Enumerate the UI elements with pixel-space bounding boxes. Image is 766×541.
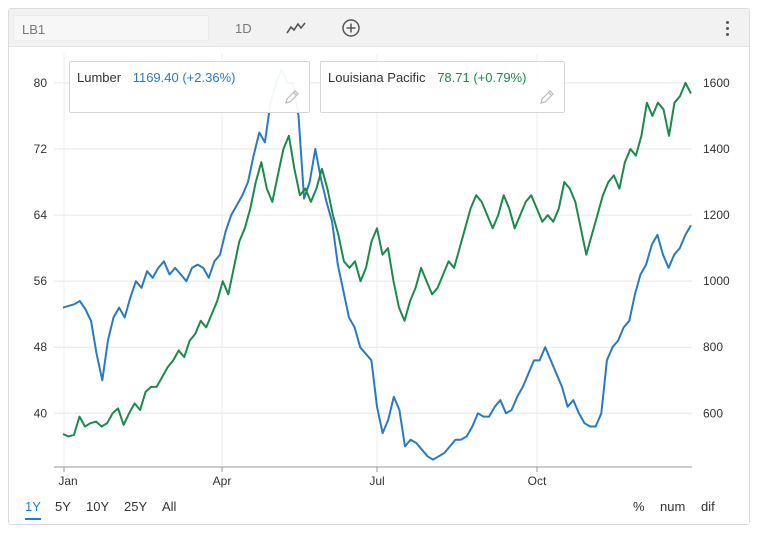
x-tick-label: Jan <box>58 474 77 488</box>
y-right-tick-label: 1400 <box>703 142 730 156</box>
line-chart-icon[interactable] <box>284 17 308 39</box>
y-left-tick-label: 80 <box>34 76 48 90</box>
pencil-icon[interactable] <box>283 88 301 106</box>
range-10y-button[interactable]: 10Y <box>86 499 110 514</box>
y-right-tick-label: 600 <box>703 406 723 420</box>
mode-percent-button[interactable]: % <box>633 499 645 514</box>
legend-lp-name: Louisiana Pacific <box>328 70 426 85</box>
range-5y-button[interactable]: 5Y <box>55 499 71 514</box>
pencil-icon[interactable] <box>538 88 556 106</box>
y-right-tick-label: 1200 <box>703 208 730 222</box>
x-tick-label: Jul <box>369 474 384 488</box>
symbol-input[interactable]: LB1 <box>13 15 209 41</box>
range-all-button[interactable]: All <box>162 499 177 514</box>
y-left-tick-label: 40 <box>34 406 48 420</box>
vertical-dots-icon[interactable] <box>717 17 737 39</box>
y-right-tick-label: 1600 <box>703 76 730 90</box>
y-left-tick-label: 72 <box>34 142 48 156</box>
chart-toolbar: LB1 1D <box>9 9 749 47</box>
legend-lumber-value: 1169.40 (+2.36%) <box>132 70 236 85</box>
x-tick-label: Oct <box>528 474 547 488</box>
range-1y-button[interactable]: 1Y <box>25 499 41 520</box>
y-left-tick-label: 64 <box>34 208 48 222</box>
chart-widget: LB1 1D 40 48 56 64 72 80 600 800 1000 1200 1400 16… <box>8 8 750 525</box>
y-left-tick-label: 48 <box>34 340 48 354</box>
legend-lumber-name: Lumber <box>77 70 122 85</box>
y-left-tick-label: 56 <box>34 274 48 288</box>
legend-louisiana-pacific[interactable]: Louisiana Pacific 78.71 (+0.79%) <box>320 61 565 113</box>
y-right-tick-label: 1000 <box>703 274 730 288</box>
interval-selector[interactable]: 1D <box>235 21 252 36</box>
y-right-tick-label: 800 <box>703 340 723 354</box>
series-line-louisiana-pacific[interactable] <box>62 81 692 438</box>
x-tick-label: Apr <box>213 474 232 488</box>
chart-area[interactable]: 40 48 56 64 72 80 600 800 1000 1200 1400 1600 Jan A… <box>9 48 749 488</box>
mode-dif-button[interactable]: dif <box>701 499 715 514</box>
range-25y-button[interactable]: 25Y <box>124 499 148 514</box>
plus-circle-icon[interactable] <box>339 17 363 39</box>
mode-num-button[interactable]: num <box>660 499 686 514</box>
series-line-lumber[interactable] <box>62 68 692 461</box>
legend-lp-value: 78.71 (+0.79%) <box>437 70 527 85</box>
legend-lumber[interactable]: Lumber 1169.40 (+2.36%) <box>69 61 310 113</box>
